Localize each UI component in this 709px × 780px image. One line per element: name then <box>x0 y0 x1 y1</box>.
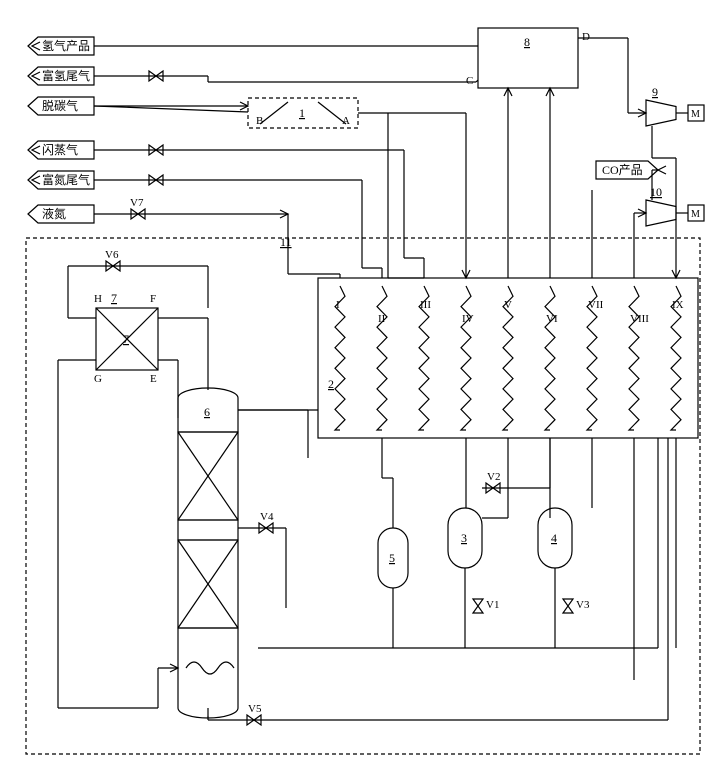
process-flow-diagram: IIIIIIIVVVIVIIVIIIIX2BA18CD9M10MCO产品氢气产品… <box>8 8 709 772</box>
svg-text:V1: V1 <box>486 599 499 611</box>
svg-text:CO产品: CO产品 <box>602 163 643 177</box>
svg-text:8: 8 <box>524 35 530 49</box>
svg-text:3: 3 <box>461 531 467 545</box>
svg-text:VII: VII <box>588 299 604 311</box>
svg-text:6: 6 <box>204 405 210 419</box>
svg-text:7: 7 <box>111 291 117 305</box>
svg-text:V: V <box>504 299 512 311</box>
svg-text:D: D <box>582 31 590 43</box>
svg-text:4: 4 <box>551 531 557 545</box>
svg-text:2: 2 <box>328 377 334 391</box>
svg-text:C: C <box>466 75 473 87</box>
svg-text:G: G <box>94 373 102 385</box>
svg-text:7: 7 <box>123 332 129 346</box>
svg-text:11: 11 <box>280 235 292 249</box>
svg-text:脱碳气: 脱碳气 <box>42 98 78 113</box>
svg-text:1: 1 <box>299 106 305 120</box>
svg-text:V7: V7 <box>130 197 144 209</box>
svg-text:5: 5 <box>389 551 395 565</box>
svg-text:M: M <box>691 109 700 120</box>
svg-text:A: A <box>342 115 350 127</box>
svg-text:V6: V6 <box>105 249 119 261</box>
svg-text:富氮尾气: 富氮尾气 <box>42 172 90 187</box>
svg-text:闪蒸气: 闪蒸气 <box>42 142 78 157</box>
svg-text:V2: V2 <box>487 471 500 483</box>
svg-text:IX: IX <box>672 299 684 311</box>
svg-text:9: 9 <box>652 85 658 99</box>
svg-text:V5: V5 <box>248 703 262 715</box>
svg-text:VI: VI <box>546 313 558 325</box>
svg-text:VIII: VIII <box>630 313 649 325</box>
svg-text:氢气产品: 氢气产品 <box>42 38 90 53</box>
svg-text:B: B <box>256 115 263 127</box>
svg-text:M: M <box>691 209 700 220</box>
svg-text:III: III <box>420 299 431 311</box>
svg-text:V4: V4 <box>260 511 274 523</box>
svg-text:E: E <box>150 373 157 385</box>
svg-text:H: H <box>94 293 102 305</box>
svg-text:V3: V3 <box>576 599 590 611</box>
svg-text:液氮: 液氮 <box>42 206 66 221</box>
svg-text:富氢尾气: 富氢尾气 <box>42 68 90 83</box>
svg-text:F: F <box>150 293 156 305</box>
svg-text:I: I <box>336 299 340 311</box>
svg-text:II: II <box>378 313 386 325</box>
svg-text:IV: IV <box>462 313 474 325</box>
